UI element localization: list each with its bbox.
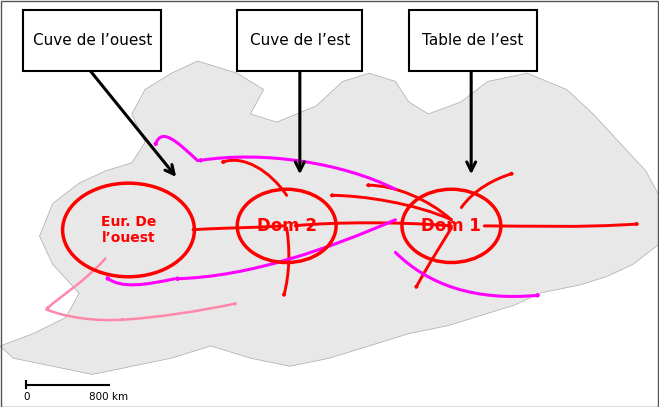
FancyArrowPatch shape — [125, 303, 235, 319]
Text: 0: 0 — [23, 392, 30, 402]
FancyArrowPatch shape — [331, 195, 451, 220]
FancyBboxPatch shape — [23, 10, 161, 71]
Text: Dom 1: Dom 1 — [422, 217, 481, 235]
Text: Cuve de l’est: Cuve de l’est — [250, 33, 350, 48]
FancyArrowPatch shape — [283, 228, 289, 295]
FancyArrowPatch shape — [177, 220, 395, 280]
FancyArrowPatch shape — [461, 173, 512, 208]
FancyArrowPatch shape — [155, 136, 198, 161]
FancyArrowPatch shape — [416, 228, 451, 287]
FancyBboxPatch shape — [409, 10, 537, 71]
Text: Dom 2: Dom 2 — [256, 217, 317, 235]
FancyArrowPatch shape — [200, 157, 395, 189]
Text: Cuve de l’ouest: Cuve de l’ouest — [32, 33, 152, 48]
FancyArrowPatch shape — [368, 184, 451, 220]
FancyArrowPatch shape — [295, 223, 451, 226]
FancyArrowPatch shape — [46, 309, 123, 320]
FancyArrowPatch shape — [223, 160, 287, 195]
FancyArrowPatch shape — [47, 258, 105, 308]
FancyArrowPatch shape — [193, 226, 283, 230]
Text: 800 km: 800 km — [89, 392, 129, 402]
Text: Eur. De
l’ouest: Eur. De l’ouest — [101, 215, 156, 245]
FancyArrowPatch shape — [107, 278, 175, 285]
FancyBboxPatch shape — [237, 10, 362, 71]
FancyArrowPatch shape — [395, 252, 538, 296]
Polygon shape — [0, 61, 659, 374]
Text: Table de l’est: Table de l’est — [422, 33, 523, 48]
FancyArrowPatch shape — [484, 223, 637, 226]
